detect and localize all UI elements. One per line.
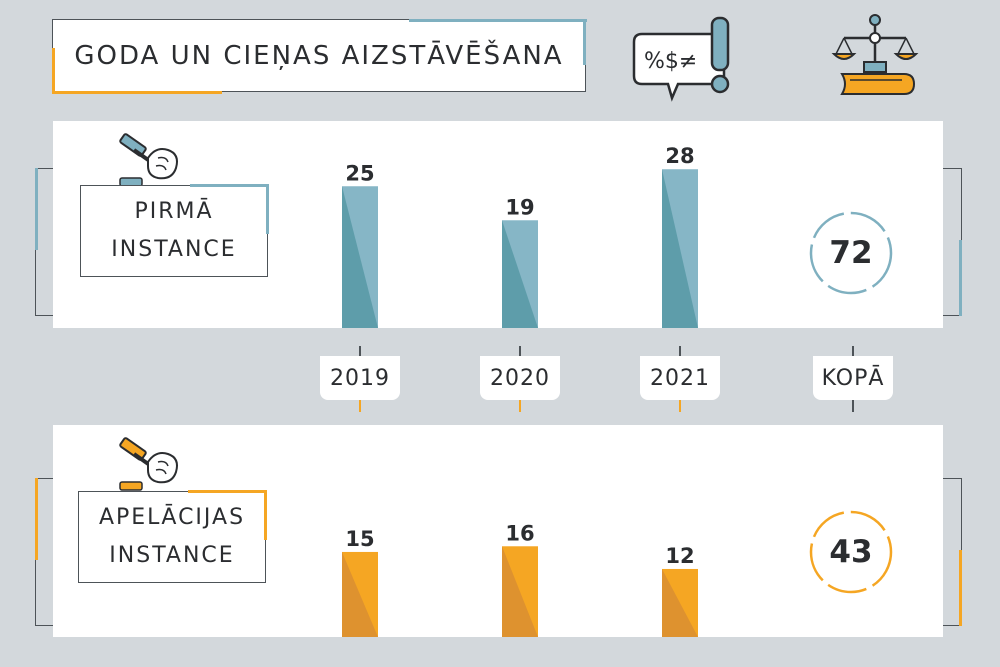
year-axis: 2019 2020 2021 KOPĀ	[0, 328, 1000, 418]
total-ring-icon	[809, 211, 893, 295]
total-value-first-instance: 72	[829, 235, 873, 271]
axis-label-total: KOPĀ	[813, 356, 893, 400]
title-box: GODA UN CIEŅAS AIZSTĀVĒŠANA	[52, 19, 587, 94]
page-title: GODA UN CIEŅAS AIZSTĀVĒŠANA	[74, 40, 564, 71]
bar-shade-2020	[502, 220, 538, 328]
scales-of-justice-icon	[831, 14, 919, 95]
bar-shade-2021	[662, 169, 698, 328]
bar-chart-first-instance: 25 19 28	[342, 144, 698, 328]
section-label-line2: INSTANCE	[111, 237, 237, 262]
symbols-text: %$≠	[644, 49, 697, 74]
data-label-2019: 15	[345, 527, 374, 551]
axis-label-2020: 2020	[480, 356, 560, 400]
bracket-left-1	[35, 168, 55, 316]
speech-bubble-symbols-icon: %$≠	[632, 16, 730, 102]
total-ring-first-instance: 72	[806, 208, 896, 298]
data-label-2020: 19	[505, 195, 534, 219]
data-label-2021: 28	[665, 144, 694, 168]
gavel-hand-icon	[119, 437, 178, 491]
data-label-2021: 12	[665, 544, 694, 568]
bracket-left-2	[35, 478, 55, 626]
axis-label-2019: 2019	[320, 356, 400, 400]
label-box-appeal-instance: APELĀCIJAS INSTANCE	[78, 490, 267, 583]
gavel-hand-icon	[119, 133, 178, 187]
section-label-line2: INSTANCE	[109, 543, 235, 568]
data-label-2019: 25	[345, 161, 374, 185]
data-label-2020: 16	[505, 521, 534, 545]
section-label-line1: PIRMĀ	[134, 199, 214, 224]
total-ring-icon	[809, 510, 893, 594]
axis-label-2021: 2021	[640, 356, 720, 400]
bar-shade-2020	[502, 546, 538, 637]
section-label-line1: APELĀCIJAS	[98, 505, 246, 530]
total-value-appeal-instance: 43	[829, 534, 873, 570]
bar-shade-2019	[342, 186, 378, 328]
label-box-first-instance: PIRMĀ INSTANCE	[80, 184, 269, 277]
total-ring-appeal-instance: 43	[806, 507, 896, 597]
bar-chart-appeal-instance: 15 16 12	[342, 521, 698, 637]
